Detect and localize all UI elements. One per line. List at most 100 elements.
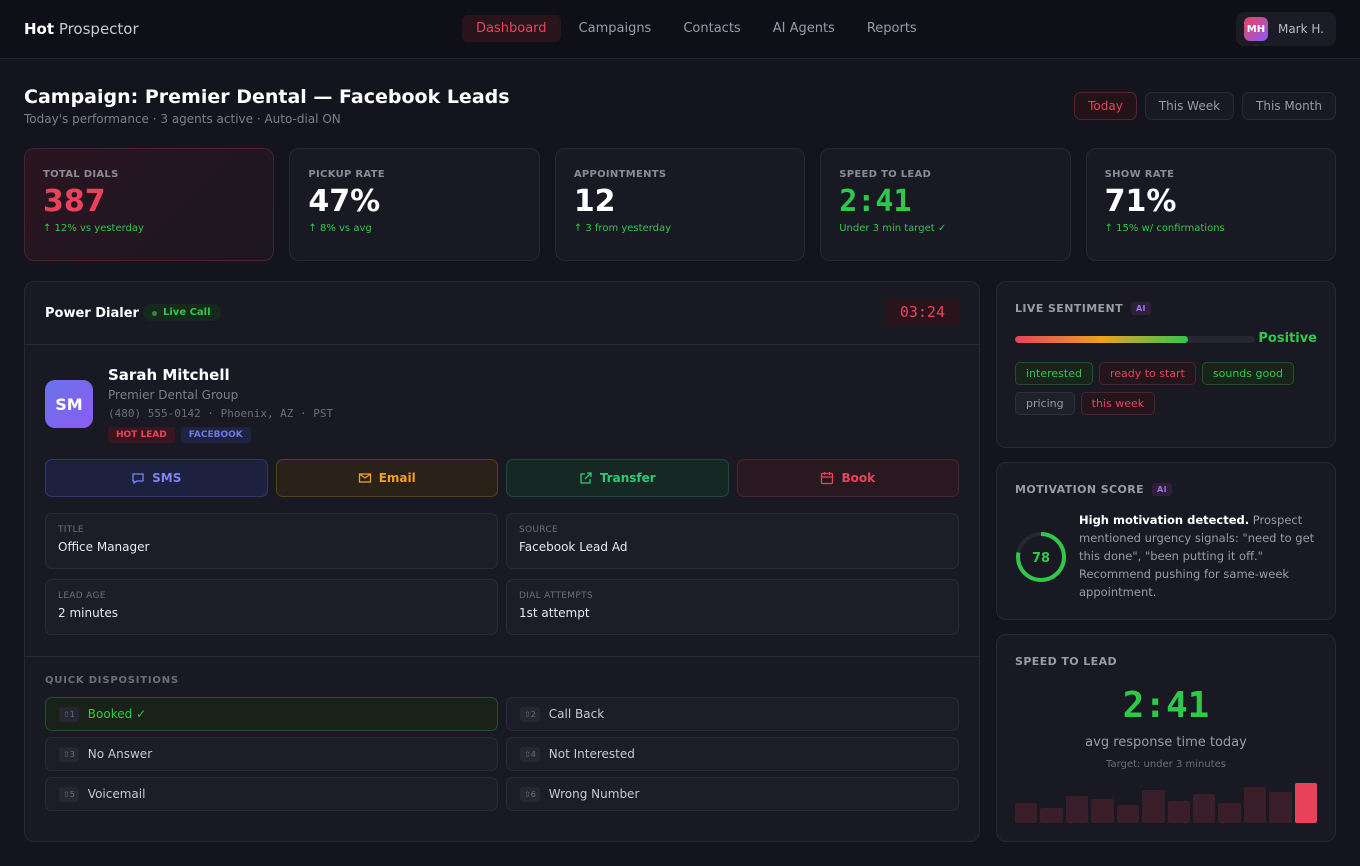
range-this-month-button[interactable]: This Month xyxy=(1242,92,1336,120)
avatar: MH xyxy=(1243,17,1268,41)
disposition-not-interested[interactable]: ⇧4 Not Interested xyxy=(506,737,959,771)
contact-name: Sarah Mitchell xyxy=(108,366,230,384)
disposition-booked[interactable]: ⇧1 Booked ✓ xyxy=(45,697,498,731)
ai-badge: AI xyxy=(1130,302,1151,315)
stat-label: PICKUP RATE xyxy=(308,169,385,180)
mail-icon xyxy=(358,473,371,483)
sentiment-tag: ready to start xyxy=(1098,362,1196,385)
tab-campaigns[interactable]: Campaigns xyxy=(578,21,652,36)
speed-bar xyxy=(1040,807,1063,823)
power-dialer-panel: Power Dialer Live Call 03:24 SM Sarah Mi… xyxy=(24,281,980,842)
user-name: Mark H. xyxy=(1277,22,1324,36)
call-timer: 03:24 xyxy=(885,298,959,326)
motivation-title: MOTIVATION SCORE xyxy=(1015,483,1145,496)
disposition-wrong-number[interactable]: ⇧6 Wrong Number xyxy=(506,777,959,811)
stats-row: TOTAL DIALS 387 ↑ 12% vs yesterday PICKUP R… xyxy=(24,148,1337,261)
live-call-badge: Live Call xyxy=(143,304,221,321)
tab-ai-agents[interactable]: AI Agents xyxy=(772,21,835,36)
stat-delta: ↑ 3 from yesterday xyxy=(573,223,672,234)
stat-value: 387 xyxy=(43,184,106,219)
tab-dashboard[interactable]: Dashboard xyxy=(462,15,561,42)
stat-label: SPEED TO LEAD xyxy=(839,169,932,180)
speed-bar xyxy=(1065,796,1089,823)
stat-value: 71% xyxy=(1104,184,1177,219)
live-sentiment-card: LIVE SENTIMENT AI Positive interested read… xyxy=(996,281,1336,448)
stat-label: TOTAL DIALS xyxy=(43,169,119,180)
stat-card: SPEED TO LEAD 2:41 Under 3 min target ✓ xyxy=(820,148,1071,261)
transfer-button[interactable]: Transfer xyxy=(506,459,729,497)
stat-label: APPOINTMENTS xyxy=(573,169,667,180)
motivation-score-card: MOTIVATION SCORE AI 78 High motivation de… xyxy=(996,462,1336,620)
stat-value: 12 xyxy=(573,184,616,219)
speed-value: 2:41 xyxy=(1122,685,1210,726)
page-title: Campaign: Premier Dental — Facebook Lead… xyxy=(24,86,510,108)
disposition-call-back[interactable]: ⇧2 Call Back xyxy=(506,697,959,731)
dialer-title: Power Dialer xyxy=(45,306,139,321)
message-icon xyxy=(132,473,144,485)
speed-title: SPEED TO LEAD xyxy=(1015,655,1118,668)
dispositions-title: QUICK DISPOSITIONS xyxy=(45,675,179,686)
shortcut-key: ⇧6 xyxy=(520,786,540,802)
speed-bar-chart xyxy=(1015,783,1318,823)
speed-to-lead-card: SPEED TO LEAD 2:41 avg response time tod… xyxy=(996,634,1336,842)
speed-bar xyxy=(1192,794,1216,823)
disposition-voicemail[interactable]: ⇧5 Voicemail xyxy=(45,777,498,811)
speed-bar xyxy=(1167,800,1190,823)
range-this-week-button[interactable]: This Week xyxy=(1144,92,1235,120)
info-field: TITLE Office Manager xyxy=(45,513,498,569)
stat-label: SHOW RATE xyxy=(1104,169,1175,180)
sentiment-label: Positive xyxy=(1258,331,1317,346)
stat-card: TOTAL DIALS 387 ↑ 12% vs yesterday xyxy=(24,148,275,261)
brand-logo[interactable]: Hot Prospector xyxy=(24,20,139,38)
stat-delta: ↑ 12% vs yesterday xyxy=(43,223,144,234)
shortcut-key: ⇧4 xyxy=(520,746,540,762)
tab-reports[interactable]: Reports xyxy=(866,21,917,36)
speed-bar xyxy=(1091,798,1114,823)
stat-card: SHOW RATE 71% ↑ 15% w/ confirmations xyxy=(1085,148,1337,261)
info-field: SOURCE Facebook Lead Ad xyxy=(506,513,959,569)
speed-bar xyxy=(1269,791,1292,823)
shortcut-key: ⇧3 xyxy=(59,746,79,762)
sentiment-bar xyxy=(1015,336,1255,343)
date-range-selector: Today This Week This Month xyxy=(1074,92,1336,120)
speed-bar xyxy=(1015,803,1038,823)
book-button[interactable]: Book xyxy=(736,459,959,497)
sentiment-title: LIVE SENTIMENT xyxy=(1015,302,1123,315)
speed-bar xyxy=(1218,803,1241,823)
sentiment-tag: sounds good xyxy=(1201,362,1294,385)
facebook-badge: FACEBOOK xyxy=(180,427,251,443)
range-today-button[interactable]: Today xyxy=(1074,92,1137,120)
sentiment-tag: interested xyxy=(1015,362,1093,385)
stat-value: 47% xyxy=(308,184,381,219)
speed-caption: avg response time today xyxy=(1085,735,1247,750)
speed-bar xyxy=(1142,789,1165,823)
shortcut-key: ⇧2 xyxy=(520,706,540,722)
stat-card: PICKUP RATE 47% ↑ 8% vs avg xyxy=(289,148,540,261)
external-link-icon xyxy=(580,472,592,484)
nav-tabs: Dashboard Campaigns Contacts AI Agents Repor… xyxy=(462,15,931,42)
speed-bar xyxy=(1116,805,1140,823)
speed-target: Target: under 3 minutes xyxy=(1106,759,1226,770)
stat-delta: Under 3 min target ✓ xyxy=(839,223,947,234)
top-nav: Hot Prospector Dashboard Campaigns Contact… xyxy=(0,0,1360,59)
sms-button[interactable]: SMS xyxy=(45,459,268,497)
info-field: LEAD AGE 2 minutes xyxy=(45,579,498,635)
contact-company: Premier Dental Group xyxy=(108,388,239,402)
sentiment-tag: this week xyxy=(1080,392,1156,415)
tab-contacts[interactable]: Contacts xyxy=(683,21,741,36)
motivation-text: High motivation detected. Prospect menti… xyxy=(1079,513,1315,599)
dispositions-grid: ⇧1 Booked ✓ ⇧2 Call Back ⇧3 No Answer ⇧4 Not In… xyxy=(45,697,959,811)
page-subtitle: Today's performance · 3 agents active · … xyxy=(24,112,341,126)
email-button[interactable]: Email xyxy=(275,459,498,497)
stat-delta: ↑ 15% w/ confirmations xyxy=(1104,223,1225,234)
contact-avatar: SM xyxy=(45,380,93,428)
stat-card: APPOINTMENTS 12 ↑ 3 from yesterday xyxy=(554,148,806,261)
user-menu[interactable]: MH Mark H. xyxy=(1235,12,1336,46)
ai-badge: AI xyxy=(1152,483,1173,496)
calendar-icon xyxy=(821,472,834,485)
speed-bar xyxy=(1294,783,1318,823)
disposition-no-answer[interactable]: ⇧3 No Answer xyxy=(45,737,498,771)
contact-phone: (480) 555-0142 · Phoenix, AZ · PST xyxy=(108,407,334,420)
shortcut-key: ⇧5 xyxy=(59,786,79,802)
stat-delta: ↑ 8% vs avg xyxy=(308,223,372,234)
